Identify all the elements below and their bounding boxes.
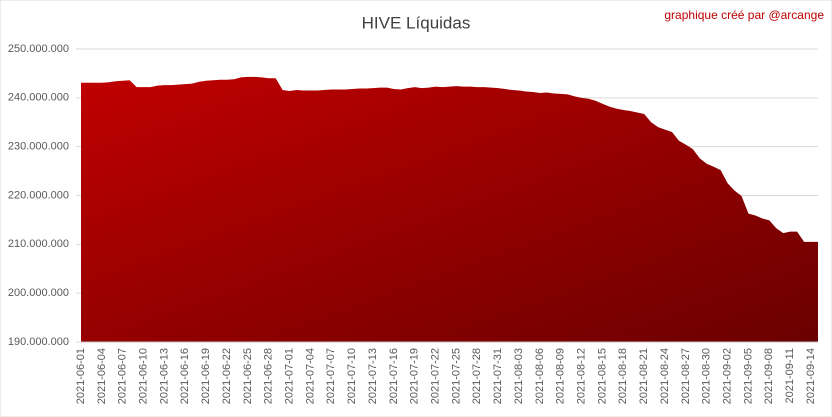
x-tick-label: 2021-08-12 (576, 348, 588, 404)
x-tick-label: 2021-08-06 (534, 348, 546, 404)
y-tick-label: 190.000.000 (8, 336, 69, 348)
x-tick-label: 2021-06-10 (137, 348, 149, 404)
plot-area (81, 76, 818, 343)
x-tick-label: 2021-06-01 (75, 348, 87, 404)
x-tick-label: 2021-07-07 (325, 348, 337, 404)
x-tick-label: 2021-06-19 (200, 348, 212, 404)
x-tick-label: 2021-07-25 (450, 348, 462, 404)
x-tick-label: 2021-07-10 (346, 348, 358, 404)
x-tick-label: 2021-09-11 (784, 348, 796, 403)
x-tick-label: 2021-09-08 (763, 348, 775, 404)
x-tick-label: 2021-09-05 (742, 348, 754, 404)
y-tick-label: 230.000.000 (8, 141, 69, 153)
x-tick-label: 2021-08-03 (513, 348, 525, 404)
x-tick-label: 2021-08-18 (617, 348, 629, 404)
x-tick-label: 2021-08-15 (596, 348, 608, 404)
labels: 190.000.000 200.000.000 210.000.000 220.000… (8, 43, 817, 404)
x-tick-label: 2021-06-04 (96, 348, 108, 404)
y-tick-label: 240.000.000 (8, 92, 69, 104)
x-tick-label: 2021-06-16 (179, 348, 191, 404)
x-tick-label: 2021-08-21 (638, 348, 650, 404)
x-tick-label: 2021-07-04 (304, 348, 316, 404)
x-tick-label: 2021-07-22 (430, 348, 442, 404)
x-tick-label: 2021-06-07 (117, 348, 129, 404)
x-tick-label: 2021-09-14 (805, 348, 817, 404)
x-tick-label: 2021-08-09 (555, 348, 567, 404)
x-tick-label: 2021-07-31 (492, 348, 504, 404)
x-tick-label: 2021-06-22 (221, 348, 233, 404)
x-tick-label: 2021-07-19 (409, 348, 421, 404)
x-tick-label: 2021-08-30 (701, 348, 713, 404)
chart-title: HIVE Líquidas (362, 13, 471, 32)
area (81, 76, 818, 342)
x-tick-label: 2021-07-28 (471, 348, 483, 404)
x-tick-label: 2021-08-24 (659, 348, 671, 404)
x-tick-label: 2021-07-13 (367, 348, 379, 404)
x-tick-label: 2021-06-13 (158, 348, 170, 404)
y-tick-label: 220.000.000 (8, 189, 69, 201)
y-tick-label: 210.000.000 (8, 238, 69, 250)
annotation: graphique créé par @arcange (664, 8, 824, 22)
x-tick-label: 2021-06-25 (242, 348, 254, 404)
x-tick-label: 2021-06-28 (263, 348, 275, 404)
x-tick-label: 2021-07-16 (388, 348, 400, 404)
x-tick-label: 2021-09-02 (722, 348, 734, 404)
y-tick-label: 200.000.000 (8, 287, 69, 299)
x-tick-label: 2021-08-27 (680, 348, 692, 404)
y-tick-label: 250.000.000 (8, 43, 69, 55)
x-tick-label: 2021-07-01 (283, 348, 295, 404)
